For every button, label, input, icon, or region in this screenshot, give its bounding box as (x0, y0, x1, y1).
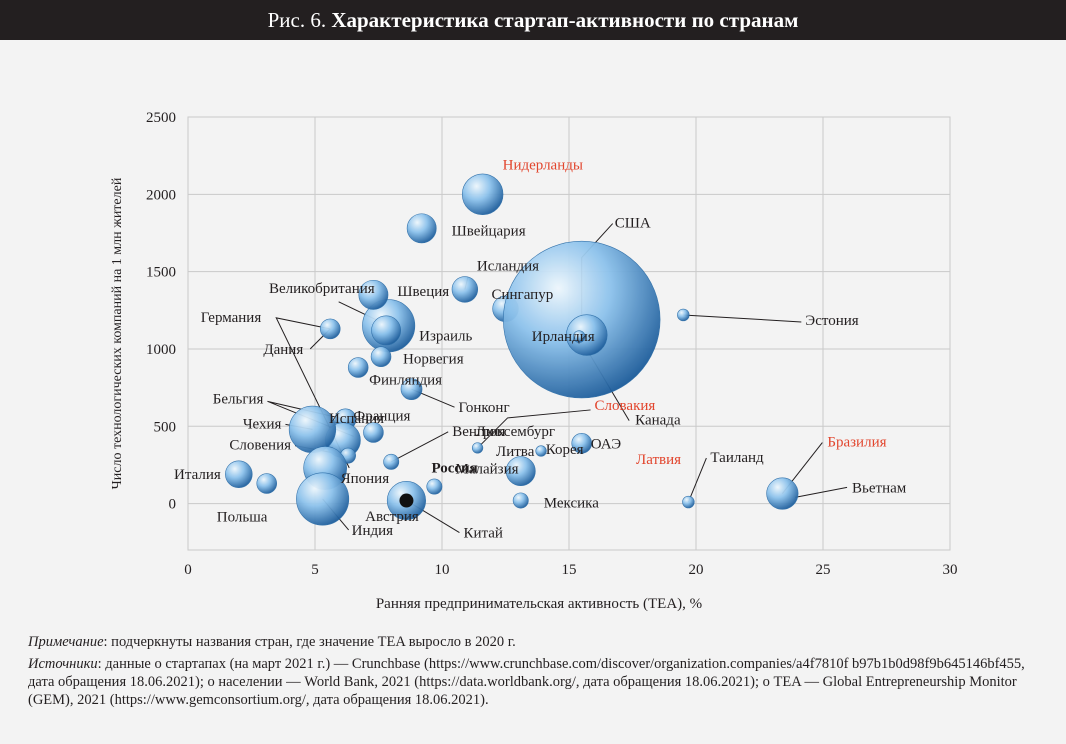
data-label: ОАЭ (591, 436, 622, 452)
sources-line: Источники: данные о стартапах (на март 2… (28, 655, 1038, 709)
y-axis-label: Число технологических компаний на 1 млн … (110, 177, 125, 489)
data-label: Франция (353, 408, 410, 424)
bubble-point (677, 308, 690, 322)
bubble-point (363, 422, 384, 443)
data-label: Ирландия (532, 329, 595, 345)
data-label: Люксембург (476, 424, 556, 440)
bubble-chart: 0 5 10 15 20 25 30 0 500 1000 1500 2000 2500 Ранняя п… (110, 110, 958, 612)
bubble-point (371, 315, 402, 346)
data-label: Вьетнам (852, 480, 907, 496)
data-label: Венгрия (452, 424, 505, 440)
bubble-point (296, 472, 350, 526)
data-label: Россия (431, 461, 477, 477)
bubble-point (571, 433, 592, 454)
data-label: Таиланд (710, 450, 764, 466)
data-label: Индия (352, 523, 394, 539)
bubble-point (383, 453, 400, 470)
x-tick-label: 30 (943, 562, 958, 578)
data-label: Израиль (419, 328, 472, 344)
data-label: Бельгия (213, 391, 264, 407)
bubble-point (461, 173, 504, 216)
x-tick-label: 20 (689, 562, 704, 578)
bubble-point (347, 357, 369, 378)
leader-line (477, 409, 591, 449)
sources-text: : данные о стартапах (на март 2021 г.) —… (28, 656, 1025, 708)
bubble-point (370, 346, 392, 367)
bubble-point (682, 495, 695, 509)
data-label: Бразилия (827, 435, 886, 451)
data-label: Финляндия (369, 373, 442, 389)
y-tick-label: 1000 (146, 342, 176, 358)
data-label: Чехия (243, 416, 282, 432)
bubble-point (406, 213, 437, 244)
data-label: Малайзия (455, 462, 518, 478)
leader-line (390, 431, 449, 463)
x-axis-label: Ранняя предпринимательская активность (T… (376, 596, 702, 612)
bubble-point (400, 378, 423, 401)
data-label: США (615, 216, 651, 232)
bubble-point (358, 279, 389, 310)
data-label: Испания (329, 411, 384, 427)
x-tick-label: 15 (562, 562, 577, 578)
leader-line (794, 486, 848, 498)
bubble-point (451, 276, 479, 303)
data-label: Нидерланды (503, 157, 583, 173)
x-tick-label: 25 (816, 562, 831, 578)
y-tick-label: 2000 (146, 187, 176, 203)
data-label: Исландия (477, 258, 539, 274)
bubble-point (426, 478, 443, 495)
data-label: Китай (463, 526, 502, 542)
data-label: Швеция (397, 284, 449, 300)
note-text: : подчеркнуты названия стран, где значен… (103, 634, 516, 650)
data-label: Швейцария (452, 223, 526, 239)
bubble-point (566, 314, 608, 356)
figure-prefix: Рис. 6. (267, 8, 327, 32)
x-tick-label: 5 (311, 562, 319, 578)
data-label: Латвия (636, 452, 681, 468)
data-label: Дания (263, 342, 303, 358)
data-label: Литва (496, 444, 535, 460)
data-label: Сингапур (492, 287, 554, 303)
data-label: Канада (635, 413, 681, 429)
x-tick-label: 10 (435, 562, 450, 578)
data-label: Гонконг (459, 400, 510, 416)
data-label: Словакия (595, 398, 656, 414)
bubble-point (766, 477, 799, 510)
leader-line (687, 457, 707, 503)
figure-title-text: Характеристика стартап-активности по стр… (331, 8, 799, 32)
bubble-point (319, 318, 341, 340)
note-line: Примечание: подчеркнуты названия стран, … (28, 633, 1038, 651)
data-label: Польша (217, 510, 268, 526)
bubble-point (512, 492, 529, 509)
sources-label: Источники (28, 656, 98, 672)
bubble-point (572, 330, 586, 343)
bubble-point (505, 456, 536, 487)
bubble-point (535, 445, 547, 457)
y-tick-label: 500 (154, 419, 177, 435)
data-label: Мексика (544, 496, 599, 512)
bubble-point (256, 473, 277, 494)
data-label: Норвегия (403, 352, 464, 368)
x-tick-label: 0 (184, 562, 192, 578)
data-label: Эстония (805, 313, 858, 329)
figure-title: Рис. 6. Характеристика стартап-активност… (0, 0, 1066, 40)
data-label: Германия (201, 310, 262, 326)
leader-line (683, 314, 802, 323)
data-label: Словения (229, 438, 291, 454)
data-label: Австрия (365, 509, 419, 525)
russia-marker (399, 493, 414, 508)
bubble-point (225, 460, 253, 488)
data-label: Япония (341, 471, 390, 487)
bubble-point (471, 442, 484, 454)
y-tick-label: 1500 (146, 265, 176, 281)
notes: Примечание: подчеркнуты названия стран, … (28, 633, 1038, 713)
note-label: Примечание (28, 634, 104, 650)
y-tick-label: 0 (169, 497, 177, 513)
data-label: Великобритания (269, 281, 375, 297)
data-label: Корея (546, 442, 584, 458)
y-tick-label: 2500 (146, 110, 176, 126)
data-label: Италия (174, 467, 221, 483)
